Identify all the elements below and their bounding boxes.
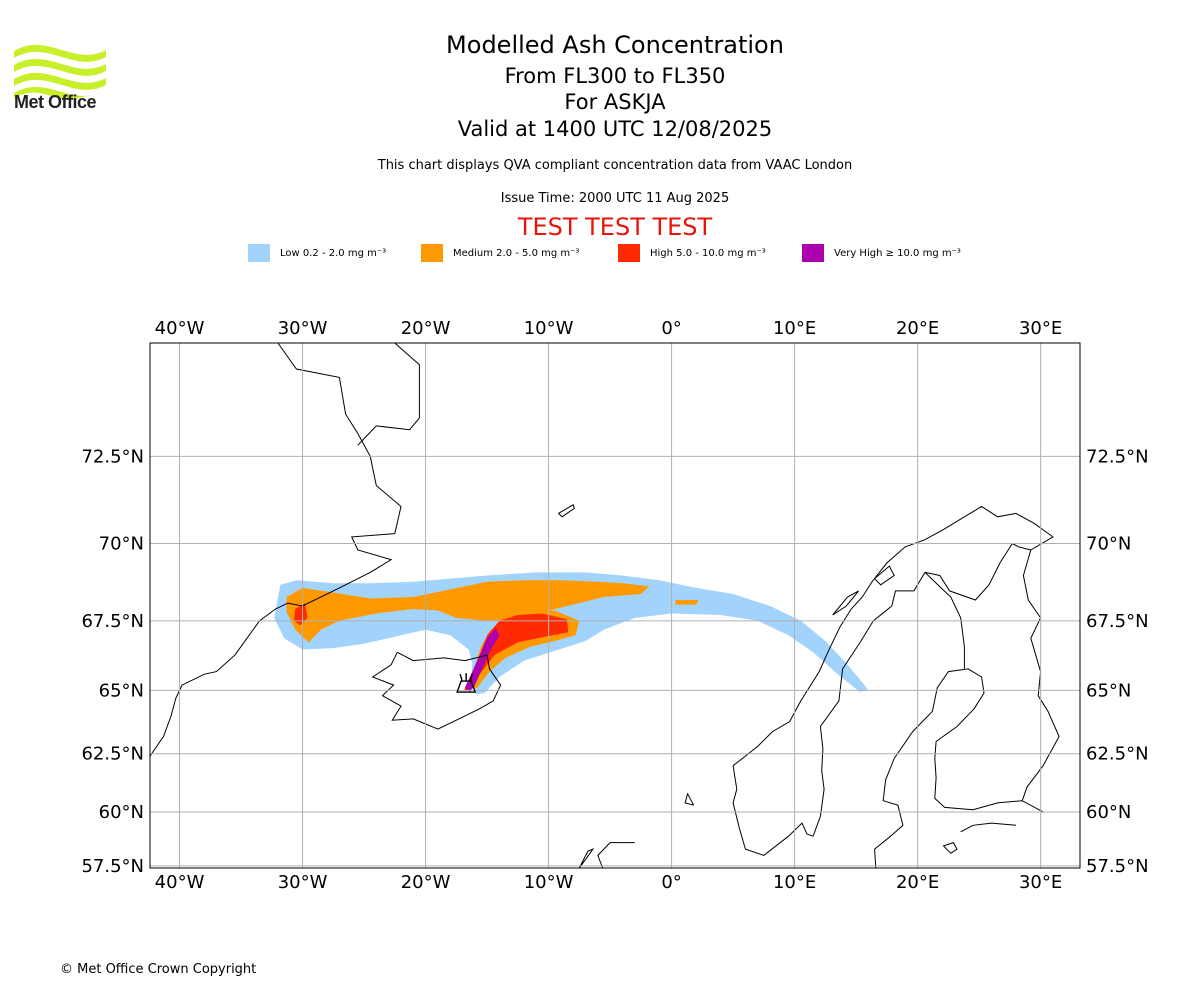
lat-tick-label-left: 60°N bbox=[99, 802, 144, 823]
lon-tick-label-bottom: 30°W bbox=[278, 872, 328, 893]
lon-tick-label-bottom: 40°W bbox=[155, 872, 205, 893]
legend-swatch-high bbox=[618, 244, 640, 262]
lon-tick-label-top: 30°W bbox=[278, 318, 328, 339]
map-plot-area bbox=[150, 343, 1080, 868]
lat-tick-label-left: 67.5°N bbox=[81, 611, 144, 632]
coastline bbox=[578, 847, 595, 868]
lat-tick-label-left: 57.5°N bbox=[81, 856, 144, 877]
lon-tick-label-top: 0° bbox=[661, 318, 681, 339]
valid-time: Valid at 1400 UTC 12/08/2025 bbox=[457, 117, 773, 141]
legend-label-medium: Medium 2.0 - 5.0 mg m⁻³ bbox=[453, 247, 580, 259]
lon-tick-label-top: 10°E bbox=[773, 318, 816, 339]
map-frame bbox=[149, 342, 1081, 869]
coastline bbox=[942, 841, 958, 854]
lat-tick-label-right: 67.5°N bbox=[1086, 611, 1149, 632]
copyright: © Met Office Crown Copyright bbox=[60, 962, 257, 977]
lat-tick-label-right: 57.5°N bbox=[1086, 856, 1149, 877]
lat-tick-label-right: 60°N bbox=[1086, 802, 1131, 823]
lat-tick-label-right: 72.5°N bbox=[1086, 446, 1149, 467]
flight-levels: From FL300 to FL350 bbox=[504, 64, 726, 88]
coastline bbox=[558, 504, 575, 518]
lon-tick-label-bottom: 0° bbox=[661, 872, 681, 893]
met-office-logo bbox=[14, 44, 106, 99]
coastline bbox=[684, 792, 695, 806]
lon-tick-label-top: 10°W bbox=[524, 318, 574, 339]
coastline bbox=[732, 505, 1054, 767]
test-banner: TEST TEST TEST bbox=[517, 213, 713, 241]
legend-item-high: High 5.0 - 10.0 mg m⁻³ bbox=[618, 244, 766, 262]
legend-swatch-low bbox=[248, 244, 270, 262]
volcano-source-icon bbox=[456, 673, 477, 693]
lat-tick-label-left: 70°N bbox=[99, 534, 144, 555]
country-border bbox=[812, 572, 926, 837]
lat-tick-label-left: 62.5°N bbox=[81, 744, 144, 765]
lat-tick-label-left: 72.5°N bbox=[81, 446, 144, 467]
coastline bbox=[371, 651, 502, 730]
legend-item-medium: Medium 2.0 - 5.0 mg m⁻³ bbox=[421, 244, 579, 262]
coastline bbox=[960, 822, 1017, 833]
coastline bbox=[832, 590, 859, 616]
lon-tick-label-bottom: 20°W bbox=[401, 872, 451, 893]
legend-swatch-very-high bbox=[802, 244, 824, 262]
lon-tick-label-bottom: 30°E bbox=[1019, 872, 1062, 893]
ash-medium-area bbox=[675, 600, 699, 605]
lon-tick-label-bottom: 10°W bbox=[524, 872, 574, 893]
coastline bbox=[732, 765, 814, 856]
ash-high-area bbox=[293, 603, 308, 626]
legend-label-high: High 5.0 - 10.0 mg m⁻³ bbox=[650, 247, 766, 259]
lat-tick-label-right: 65°N bbox=[1086, 680, 1131, 701]
lat-tick-label-left: 65°N bbox=[99, 680, 144, 701]
ash-medium-area bbox=[286, 580, 650, 643]
legend-swatch-medium bbox=[421, 244, 443, 262]
ash-very-high-area bbox=[464, 628, 500, 692]
coastline bbox=[150, 343, 402, 757]
coastline bbox=[874, 565, 895, 586]
lat-tick-label-right: 70°N bbox=[1086, 534, 1131, 555]
legend-label-very-high: Very High ≥ 10.0 mg m⁻³ bbox=[834, 247, 961, 259]
ash-high-area bbox=[463, 613, 569, 691]
lon-tick-label-bottom: 10°E bbox=[773, 872, 816, 893]
coastline bbox=[357, 343, 420, 446]
lon-tick-label-top: 20°W bbox=[401, 318, 451, 339]
lon-tick-label-top: 30°E bbox=[1019, 318, 1062, 339]
lon-tick-label-bottom: 20°E bbox=[896, 872, 939, 893]
logo-text: Met Office bbox=[14, 92, 97, 112]
country-border bbox=[924, 542, 1031, 601]
chart-title: Modelled Ash Concentration bbox=[446, 31, 784, 59]
country-border bbox=[924, 572, 965, 669]
lon-tick-label-top: 20°E bbox=[896, 318, 939, 339]
issue-time: Issue Time: 2000 UTC 11 Aug 2025 bbox=[500, 191, 730, 206]
coastline bbox=[597, 842, 635, 868]
legend-label-low: Low 0.2 - 2.0 mg m⁻³ bbox=[280, 247, 387, 259]
volcano-name: For ASKJA bbox=[564, 90, 666, 114]
legend-item-low: Low 0.2 - 2.0 mg m⁻³ bbox=[248, 244, 386, 262]
legend-item-very-high: Very High ≥ 10.0 mg m⁻³ bbox=[802, 244, 961, 262]
lat-tick-label-right: 62.5°N bbox=[1086, 744, 1149, 765]
lon-tick-label-top: 40°W bbox=[155, 318, 205, 339]
coastline bbox=[874, 758, 904, 868]
coastline bbox=[893, 668, 1044, 813]
chart-description: This chart displays QVA compliant concen… bbox=[377, 158, 853, 173]
